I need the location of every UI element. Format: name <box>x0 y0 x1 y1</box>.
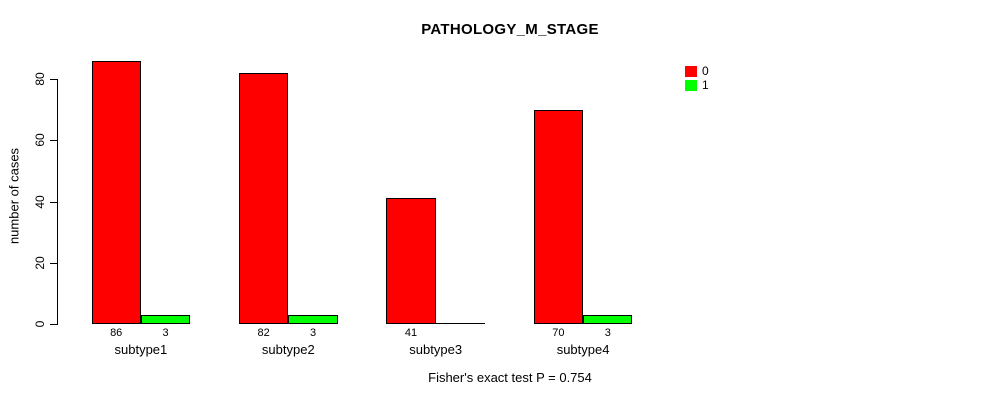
bar-series-1 <box>288 314 338 324</box>
y-tick-label: 40 <box>33 194 47 209</box>
zero-bar-line <box>435 323 486 324</box>
y-tick-mark <box>50 201 57 203</box>
category-label: subtype4 <box>556 342 610 357</box>
y-tick-label: 20 <box>33 256 47 270</box>
y-tick-label: 0 <box>33 320 47 328</box>
stat-annotation: Fisher's exact test P = 0.754 <box>428 370 592 385</box>
legend-label: 0 <box>702 64 709 78</box>
legend-swatch-icon <box>685 79 697 91</box>
legend-label: 1 <box>702 78 709 92</box>
y-tick-mark <box>50 79 57 80</box>
chart-title: PATHOLOGY_M_STAGE <box>421 21 599 38</box>
bar-series-0 <box>533 109 584 324</box>
legend-item-1: 1 <box>685 79 709 91</box>
bar-series-1 <box>140 314 191 324</box>
y-tick-mark <box>50 324 57 325</box>
y-tick-mark <box>50 140 57 142</box>
bar-value-label: 70 <box>552 327 565 339</box>
bar-value-label: 3 <box>604 327 611 339</box>
legend-item-0: 0 <box>685 65 709 77</box>
y-tick-label: 80 <box>33 72 47 86</box>
bar-series-0 <box>91 60 141 324</box>
category-label: subtype1 <box>114 342 168 357</box>
bar-value-label: 3 <box>162 327 169 339</box>
bar-series-1 <box>583 314 633 324</box>
bar-value-label: 3 <box>309 327 317 339</box>
bar-value-label: 82 <box>257 327 270 339</box>
bar-value-label: 41 <box>404 327 418 339</box>
y-tick-mark <box>50 262 57 264</box>
legend-swatch-icon <box>685 65 697 77</box>
y-axis-line <box>57 79 58 325</box>
y-tick-label: 60 <box>33 133 47 147</box>
category-label: subtype2 <box>261 342 315 357</box>
category-label: subtype3 <box>409 342 463 357</box>
bar-value-label: 86 <box>110 327 123 339</box>
bar-series-0 <box>238 72 289 324</box>
bar-series-0 <box>386 198 436 324</box>
